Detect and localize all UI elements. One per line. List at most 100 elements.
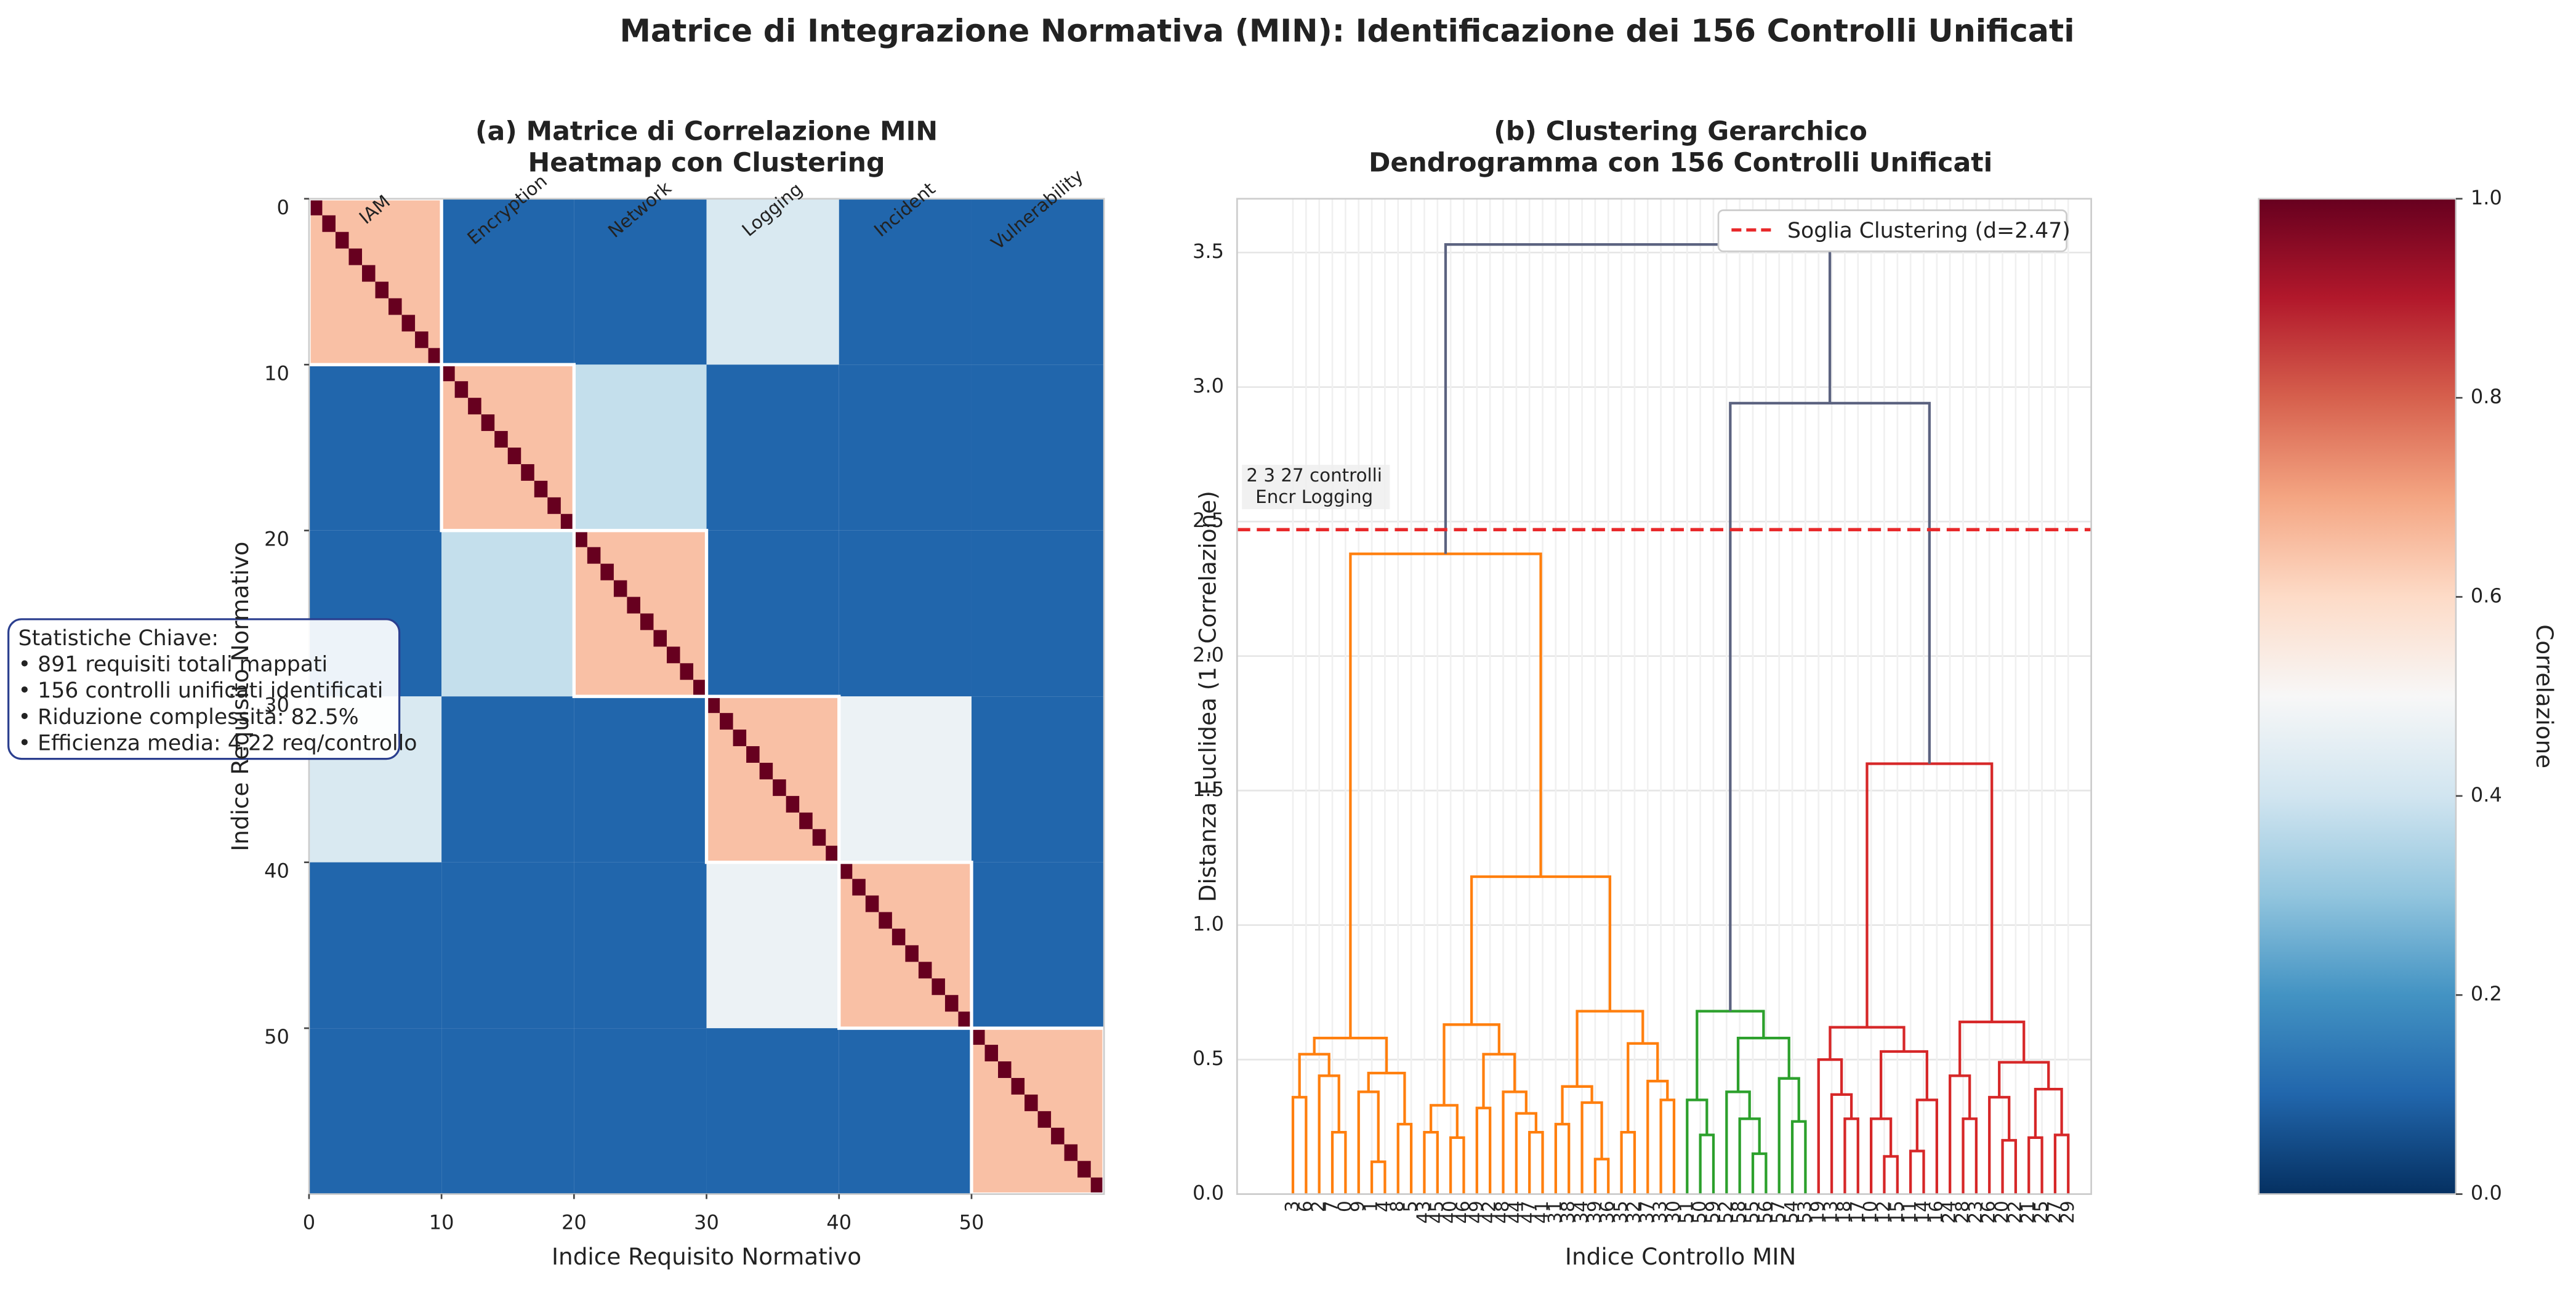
dendrogram-link: [1988, 1096, 2011, 1194]
diagonal-cell: [773, 779, 786, 796]
colorbar-tick-label: 0.2: [2471, 982, 2502, 1005]
dendrogram-link: [1444, 243, 1832, 554]
heatmap-cell: [839, 198, 972, 365]
diagonal-cell: [388, 298, 402, 315]
diagonal-cell: [998, 1061, 1012, 1078]
diagonal-cell: [1064, 1144, 1078, 1161]
heatmap-cell: [308, 862, 442, 1029]
diagonal-cell: [839, 862, 853, 879]
leaf-label: 50: [1689, 1201, 1710, 1223]
leaf-label: 11: [1899, 1201, 1920, 1223]
heatmap-cell: [706, 364, 839, 531]
dendrogram-subtitle: Dendrogramma con 156 Controlli Unificati: [1369, 147, 1992, 178]
dendrogram-link: [1423, 1130, 1439, 1194]
leaf-label: 29: [2057, 1201, 2078, 1223]
dendrogram-link: [1528, 1130, 1544, 1194]
leaf-label: 45: [1426, 1201, 1447, 1223]
leaf-label: 43: [1413, 1201, 1434, 1223]
heatmap-cell: [706, 530, 839, 697]
diagonal-cell: [627, 597, 640, 614]
dendrogram-link: [1962, 1117, 1978, 1194]
diagonal-cell: [600, 563, 614, 581]
leaf-label: 34: [1571, 1201, 1592, 1223]
diagonal-cell: [375, 281, 389, 299]
leaf-label: 1: [1361, 1201, 1382, 1212]
leaf-label: 9: [1347, 1201, 1368, 1212]
diagonal-cell: [759, 762, 773, 779]
leaf-label: 58: [1728, 1201, 1749, 1223]
dendrogram-link: [1370, 1160, 1387, 1194]
stats-line: • Efficienza media: 4.22 req/controllo: [18, 731, 417, 756]
leaf-label: 38: [1558, 1201, 1579, 1223]
y-tick-label: 3.0: [1193, 374, 1224, 398]
heatmap-subtitle: Heatmap con Clustering: [528, 147, 885, 178]
leaf-label: 36: [1597, 1201, 1618, 1223]
diagonal-cell: [706, 696, 720, 714]
dendrogram-link: [1879, 1050, 1928, 1119]
heatmap-cell: [971, 198, 1105, 365]
leaf-label: 52: [1715, 1201, 1736, 1223]
heatmap-cell: [706, 862, 839, 1029]
leaf-label: 23: [1965, 1201, 1986, 1223]
y-tick-label: 50: [264, 1025, 289, 1048]
diagonal-cell: [454, 381, 469, 398]
diagonal-cell: [415, 331, 429, 348]
leaf-label: 54: [1781, 1201, 1802, 1223]
leaf-label: 47: [1518, 1201, 1539, 1223]
leaf-label: 53: [1794, 1201, 1815, 1223]
diagonal-cell: [481, 414, 495, 432]
leaf-label: 40: [1439, 1201, 1460, 1223]
cluster-border: [440, 363, 576, 533]
stats-line: Statistiche Chiave:: [18, 626, 219, 651]
diagonal-cell: [879, 912, 892, 929]
diagonal-cell: [1037, 1111, 1052, 1128]
leaf-label: 49: [1465, 1201, 1486, 1223]
dendrogram-link: [1699, 1133, 1715, 1194]
stats-box: [7, 618, 401, 760]
cluster-border: [837, 861, 973, 1030]
diagonal-cell: [905, 945, 919, 962]
leaf-label: 10: [1860, 1201, 1881, 1223]
heatmap-cell: [441, 530, 574, 697]
cluster-border: [572, 529, 709, 698]
diagonal-cell: [799, 812, 813, 829]
leaf-label: 7: [1321, 1201, 1342, 1212]
y-tick-label: 2.0: [1193, 643, 1224, 667]
leaf-label: 13: [1821, 1201, 1841, 1223]
heatmap-cell: [441, 696, 574, 863]
plot-frame: [1236, 198, 2092, 1195]
heatmap-cell: [441, 862, 574, 1029]
y-tick-label: 0: [277, 196, 289, 219]
heatmap-cell: [574, 1028, 707, 1194]
diagonal-cell: [547, 497, 561, 514]
leaf-label: 19: [1807, 1201, 1828, 1223]
diagonal-cell: [361, 265, 376, 282]
dendrogram-link: [1869, 1117, 1893, 1194]
y-tick-label: 20: [264, 528, 289, 551]
leaf-label: 42: [1479, 1201, 1500, 1223]
diagonal-cell: [812, 829, 826, 846]
diagonal-cell: [826, 845, 839, 863]
diagonal-cell: [1051, 1127, 1065, 1144]
legend-box: [1717, 209, 2067, 252]
y-axis-label: Indice Requisito Normativo: [227, 542, 254, 851]
heatmap-cell: [706, 198, 839, 365]
leaf-label: 0: [1334, 1201, 1355, 1212]
leaf-label: 12: [1873, 1201, 1894, 1223]
dendrogram-link: [1729, 401, 1931, 1011]
leaf-label: 55: [1742, 1201, 1763, 1223]
y-tick-label: 1.0: [1193, 912, 1224, 936]
dendrogram-link: [1291, 1096, 1308, 1194]
y-tick-label: 2.5: [1193, 509, 1224, 532]
diagonal-cell: [574, 530, 587, 547]
x-tick-label: 0: [303, 1211, 315, 1234]
diagonal-cell: [984, 1045, 999, 1062]
leaf-label: 44: [1505, 1201, 1526, 1223]
diagonal-cell: [958, 1011, 972, 1029]
leaf-label: 5: [1400, 1201, 1421, 1212]
x-tick-label: 10: [429, 1211, 454, 1234]
leaf-label: 51: [1676, 1201, 1697, 1223]
dendrogram-link: [1659, 1098, 1676, 1194]
leaf-label: 25: [2031, 1201, 2051, 1223]
leaf-label: 24: [1939, 1201, 1960, 1223]
